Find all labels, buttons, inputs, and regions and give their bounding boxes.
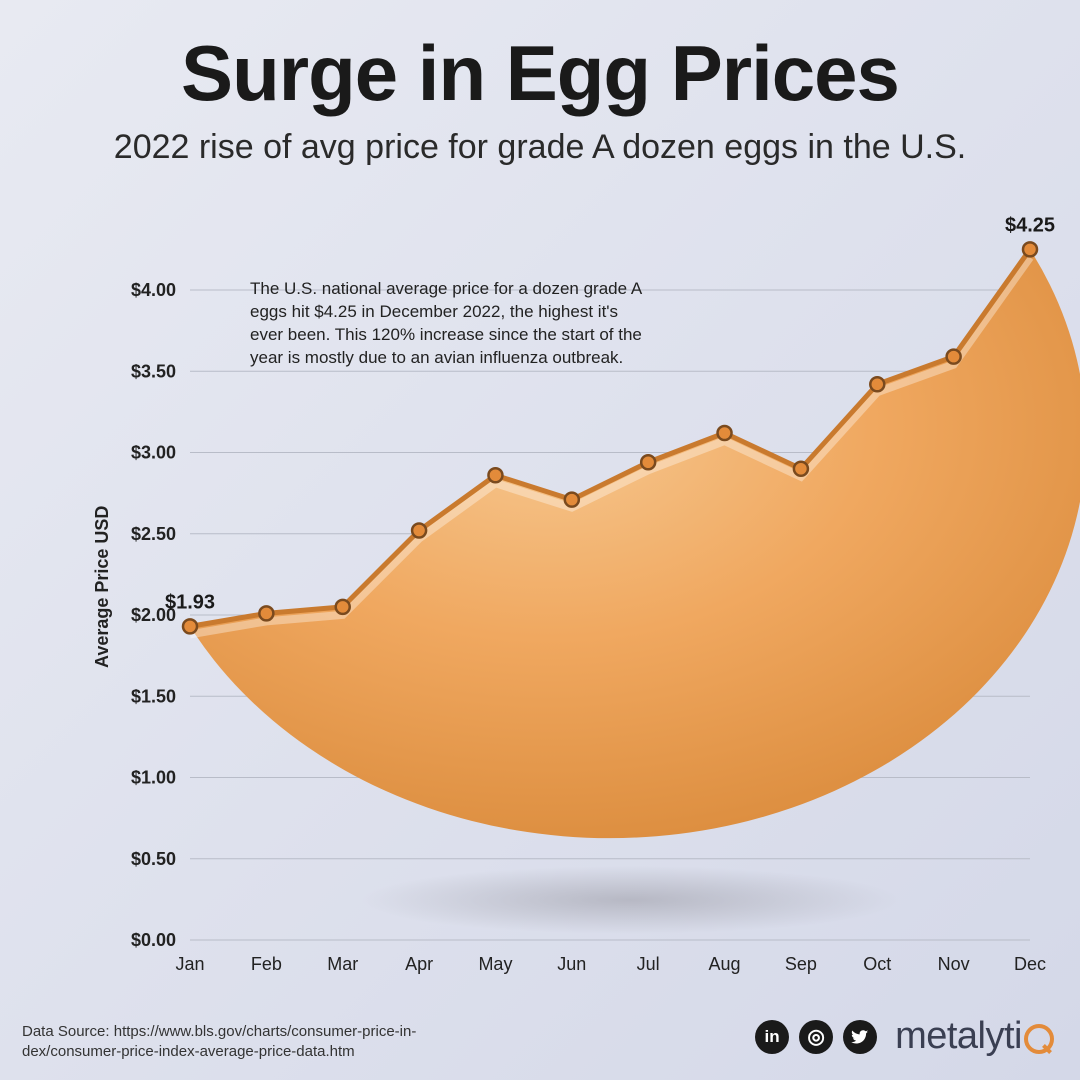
chart-annotation: The U.S. national average price for a do… bbox=[250, 278, 650, 370]
svg-text:$1.50: $1.50 bbox=[131, 686, 176, 706]
data-source: Data Source: https://www.bls.gov/charts/… bbox=[22, 1022, 442, 1063]
svg-text:Sep: Sep bbox=[785, 954, 817, 974]
svg-text:$0.00: $0.00 bbox=[131, 930, 176, 950]
social-icons: in ◎ bbox=[755, 1020, 877, 1054]
svg-text:May: May bbox=[478, 954, 512, 974]
svg-text:Jun: Jun bbox=[557, 954, 586, 974]
svg-text:$2.50: $2.50 bbox=[131, 524, 176, 544]
svg-text:Feb: Feb bbox=[251, 954, 282, 974]
svg-text:Aug: Aug bbox=[709, 954, 741, 974]
svg-text:Nov: Nov bbox=[938, 954, 970, 974]
svg-text:$1.00: $1.00 bbox=[131, 768, 176, 788]
svg-text:Jan: Jan bbox=[175, 954, 204, 974]
svg-text:$3.00: $3.00 bbox=[131, 443, 176, 463]
svg-text:$3.50: $3.50 bbox=[131, 361, 176, 381]
twitter-icon[interactable] bbox=[843, 1020, 877, 1054]
svg-text:$4.25: $4.25 bbox=[1005, 214, 1055, 236]
y-axis-label: Average Price USD bbox=[92, 506, 113, 668]
svg-text:Oct: Oct bbox=[863, 954, 891, 974]
brand-logo-q-icon bbox=[1024, 1024, 1054, 1054]
brand-bar: in ◎ metalyti bbox=[755, 1015, 1054, 1058]
svg-text:$0.50: $0.50 bbox=[131, 849, 176, 869]
svg-text:$1.93: $1.93 bbox=[165, 591, 215, 613]
data-source-label: Data Source bbox=[22, 1023, 105, 1040]
svg-text:Jul: Jul bbox=[637, 954, 660, 974]
brand-logo-text: metalyti bbox=[895, 1015, 1022, 1058]
linkedin-icon[interactable]: in bbox=[755, 1020, 789, 1054]
svg-text:$4.00: $4.00 bbox=[131, 280, 176, 300]
instagram-icon[interactable]: ◎ bbox=[799, 1020, 833, 1054]
svg-text:Apr: Apr bbox=[405, 954, 433, 974]
svg-text:Dec: Dec bbox=[1014, 954, 1046, 974]
egg-price-chart: $0.00$0.50$1.00$1.50$2.00$2.50$3.00$3.50… bbox=[0, 0, 1080, 1080]
brand-logo: metalyti bbox=[895, 1015, 1054, 1058]
svg-text:Mar: Mar bbox=[327, 954, 358, 974]
